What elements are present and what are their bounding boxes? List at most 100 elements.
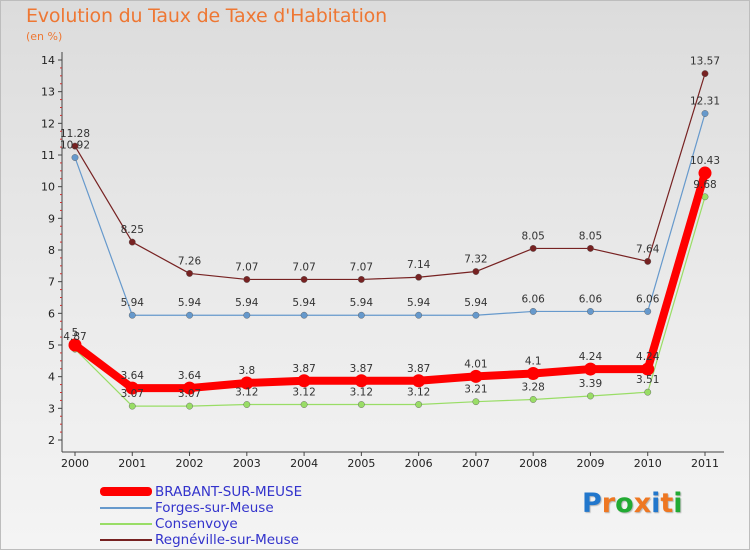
data-point bbox=[415, 401, 423, 408]
data-point bbox=[357, 311, 365, 319]
data-label: 7.26 bbox=[178, 255, 202, 267]
data-label: 5.94 bbox=[350, 297, 374, 309]
y-tick-label: 3 bbox=[48, 402, 55, 415]
x-tick-label: 2009 bbox=[576, 457, 604, 470]
data-point bbox=[354, 374, 368, 388]
legend-swatch-forges bbox=[100, 507, 152, 509]
series-line bbox=[74, 196, 706, 407]
data-label: 5.94 bbox=[178, 297, 202, 309]
y-tick-label: 9 bbox=[48, 212, 55, 225]
x-tick-label: 2010 bbox=[634, 457, 662, 470]
data-point bbox=[526, 367, 540, 380]
legend-swatch-brabant bbox=[100, 487, 152, 496]
logo-letter: i bbox=[673, 488, 683, 519]
data-point bbox=[472, 268, 480, 275]
y-tick-label: 11 bbox=[41, 149, 55, 162]
logo-letter: i bbox=[651, 488, 661, 519]
legend-label-forges: Forges-sur-Meuse bbox=[155, 500, 274, 516]
data-label: 7.32 bbox=[464, 254, 487, 266]
data-label: 4.01 bbox=[464, 358, 487, 370]
x-tick-label: 2000 bbox=[61, 457, 89, 470]
data-label: 3.64 bbox=[121, 370, 145, 382]
data-label: 3.12 bbox=[407, 387, 430, 399]
data-point bbox=[71, 142, 79, 150]
data-label: 5.94 bbox=[292, 297, 316, 309]
data-label: 7.14 bbox=[407, 259, 431, 271]
data-label: 10.43 bbox=[690, 155, 720, 167]
data-point bbox=[587, 245, 594, 252]
data-point bbox=[469, 369, 483, 383]
data-point bbox=[644, 308, 652, 315]
data-label: 4.87 bbox=[63, 331, 86, 343]
data-label: 3.12 bbox=[292, 387, 315, 399]
y-tick-label: 8 bbox=[48, 244, 55, 257]
data-point bbox=[529, 245, 537, 252]
data-point bbox=[243, 401, 251, 408]
legend-label-brabant: BRABANT-SUR-MEUSE bbox=[155, 484, 303, 500]
series-line bbox=[74, 112, 706, 316]
data-label: 5.94 bbox=[235, 297, 259, 309]
data-point bbox=[128, 311, 136, 319]
data-label: 7.64 bbox=[636, 243, 660, 255]
data-point bbox=[240, 376, 254, 390]
data-label: 10.92 bbox=[60, 140, 90, 152]
chart-title: Evolution du Taux de Taxe d'Habitation bbox=[26, 5, 387, 27]
data-point bbox=[644, 388, 652, 396]
data-point bbox=[472, 398, 480, 406]
data-label: 3.07 bbox=[121, 388, 144, 400]
logo-letter: x bbox=[633, 488, 652, 519]
x-tick-label: 2001 bbox=[118, 457, 146, 470]
data-label: 3.87 bbox=[350, 363, 373, 375]
data-point bbox=[300, 401, 308, 408]
y-tick-label: 13 bbox=[41, 86, 55, 99]
data-point bbox=[186, 270, 193, 277]
data-label: 8.05 bbox=[521, 230, 544, 242]
proxiti-logo: Proxiti bbox=[582, 488, 683, 519]
legend-swatch-regneville bbox=[100, 539, 152, 541]
data-point bbox=[243, 311, 251, 319]
legend-label-regneville: Regnéville-sur-Meuse bbox=[155, 532, 299, 548]
data-label: 12.31 bbox=[690, 96, 720, 108]
data-label: 3.87 bbox=[292, 363, 315, 375]
data-point bbox=[300, 311, 308, 319]
data-label: 13.57 bbox=[690, 56, 720, 68]
data-label: 3.12 bbox=[235, 387, 258, 399]
data-point bbox=[415, 311, 423, 319]
x-tick-label: 2005 bbox=[347, 457, 375, 470]
data-point bbox=[529, 396, 537, 403]
data-point bbox=[412, 374, 426, 388]
data-label: 11.28 bbox=[60, 128, 90, 140]
data-point bbox=[68, 338, 82, 352]
data-label: 3.87 bbox=[407, 363, 430, 375]
data-label: 5.94 bbox=[407, 297, 431, 309]
y-tick-label: 12 bbox=[41, 117, 55, 130]
data-point bbox=[587, 392, 594, 400]
data-label: 5.94 bbox=[121, 297, 145, 309]
data-label: 6.06 bbox=[579, 293, 603, 305]
data-point bbox=[186, 402, 193, 410]
data-label: 5.94 bbox=[464, 297, 488, 309]
data-label: 5 bbox=[72, 327, 79, 339]
x-tick-label: 2004 bbox=[290, 457, 318, 470]
data-point bbox=[128, 402, 136, 410]
data-point bbox=[701, 110, 709, 117]
data-label: 6.06 bbox=[521, 293, 545, 305]
y-tick-label: 5 bbox=[48, 339, 55, 352]
data-label: 3.51 bbox=[636, 374, 659, 386]
y-tick-label: 7 bbox=[48, 276, 55, 289]
data-point bbox=[186, 311, 193, 319]
data-point bbox=[357, 276, 365, 283]
data-label: 7.07 bbox=[350, 261, 373, 273]
data-point bbox=[300, 276, 308, 283]
y-tick-label: 4 bbox=[48, 371, 55, 384]
x-tick-label: 2002 bbox=[176, 457, 204, 470]
data-point bbox=[415, 273, 423, 281]
data-label: 3.28 bbox=[521, 381, 544, 393]
logo-letter: o bbox=[615, 488, 634, 519]
series-line bbox=[74, 73, 706, 281]
data-point bbox=[644, 257, 652, 265]
data-label: 3.64 bbox=[178, 370, 202, 382]
data-point bbox=[641, 362, 655, 376]
